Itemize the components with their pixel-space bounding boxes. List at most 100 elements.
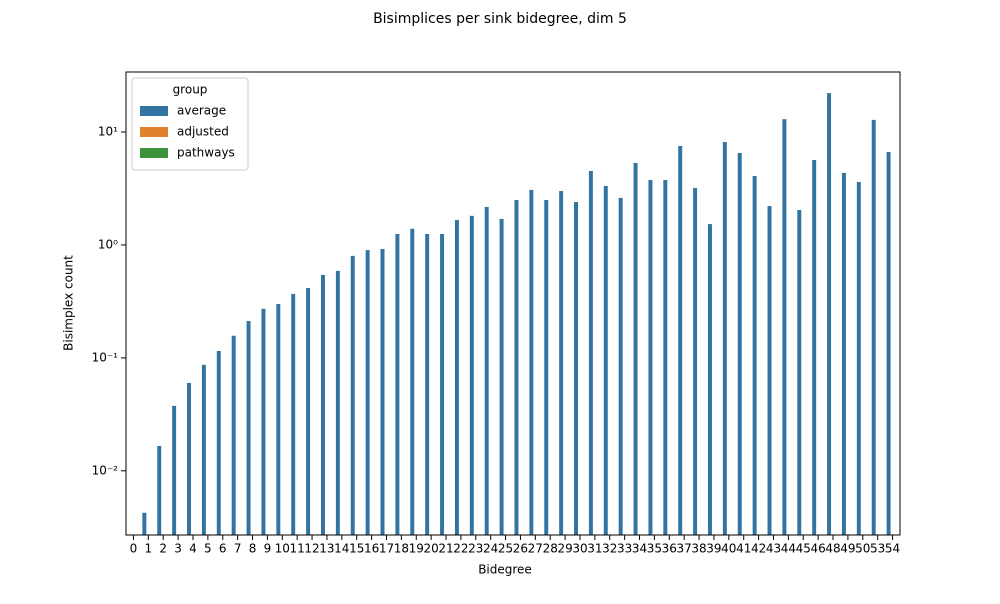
bar [678,145,683,535]
legend-label: pathways [177,146,235,160]
y-tick-label: 10⁰ [98,237,118,251]
x-tick-label: 5 [204,542,212,556]
legend-label: average [177,104,226,118]
x-tick-label: 45 [796,542,811,556]
x-tick-label: 23 [468,542,483,556]
bar [737,152,742,536]
x-tick-label: 43 [766,542,781,556]
bar [187,382,191,535]
bar [603,185,608,535]
bar [350,255,355,535]
bar [261,308,266,535]
bar [246,321,251,535]
x-tick-label: 8 [249,542,257,556]
bar [380,249,385,535]
bar [782,119,787,535]
x-tick-label: 28 [543,542,558,556]
x-tick-label: 41 [736,542,751,556]
bar [767,206,772,535]
bar [886,152,891,535]
x-tick-label: 53 [870,542,885,556]
bar [410,228,415,535]
x-tick-label: 44 [781,542,796,556]
bar [172,405,177,535]
x-tick-label: 4 [189,542,197,556]
bar [365,250,370,535]
bar [618,197,623,535]
x-tick-label: 1 [145,542,153,556]
bar [663,179,668,535]
x-tick-label: 24 [483,542,498,556]
bar [544,200,549,535]
bar [752,175,757,535]
bar [707,224,712,535]
x-tick-label: 31 [587,542,602,556]
bar [529,189,534,535]
y-tick-label: 10⁻¹ [92,350,119,364]
bar [276,303,281,535]
bar [335,270,340,535]
bar [201,364,206,535]
bar [484,206,489,536]
x-tick-label: 35 [647,542,662,556]
bar [231,335,236,535]
x-tick-label: 19 [409,542,424,556]
legend-swatch [140,148,168,158]
x-tick-label: 0 [130,542,138,556]
x-tick-label: 40 [721,542,736,556]
bar [841,172,846,536]
bar [142,512,147,535]
x-tick-label: 49 [840,542,855,556]
bar [514,200,519,535]
x-tick-label: 48 [825,542,840,556]
bar [693,188,698,536]
bar [559,191,564,535]
bar [871,119,876,535]
x-tick-label: 17 [379,542,394,556]
x-tick-label: 3 [174,542,182,556]
x-axis-label: Bidegree [478,563,532,577]
x-tick-label: 7 [234,542,242,556]
x-tick-label: 50 [855,542,870,556]
x-tick-label: 21 [438,542,453,556]
bar [499,218,504,536]
bar [469,215,474,535]
bar [856,181,861,536]
y-axis-label: Bisimplex count [62,255,76,351]
x-tick-label: 33 [617,542,632,556]
bar [648,179,653,535]
x-tick-label: 2 [159,542,167,556]
legend-swatch [140,106,168,116]
chart-title: Bisimplices per sink bidegree, dim 5 [373,11,627,27]
x-tick-label: 36 [662,542,677,556]
x-tick-label: 37 [677,542,692,556]
x-tick-label: 54 [885,542,900,556]
legend-box [131,77,249,171]
bar [797,209,802,535]
bar [216,351,221,535]
x-tick-label: 22 [453,542,468,556]
x-tick-label: 32 [602,542,617,556]
y-tick-label: 10⁻² [92,463,119,477]
x-tick-label: 30 [572,542,587,556]
x-tick-label: 18 [394,542,409,556]
y-tick-label: 10¹ [98,125,118,139]
bar [812,160,817,535]
x-tick-label: 34 [632,542,647,556]
bar [454,220,459,536]
x-tick-label: 9 [264,542,272,556]
bar [574,202,578,535]
x-tick-label: 6 [219,542,227,556]
bar [395,233,400,535]
bar [291,293,296,535]
x-tick-label: 14 [334,542,349,556]
x-tick-label: 26 [513,542,528,556]
plot-frame [125,71,901,536]
x-tick-label: 10 [275,542,290,556]
legend-title: group [173,83,208,97]
x-tick-label: 15 [349,542,364,556]
x-tick-label: 38 [691,542,706,556]
bar [722,141,727,535]
legend-label: adjusted [177,125,229,139]
